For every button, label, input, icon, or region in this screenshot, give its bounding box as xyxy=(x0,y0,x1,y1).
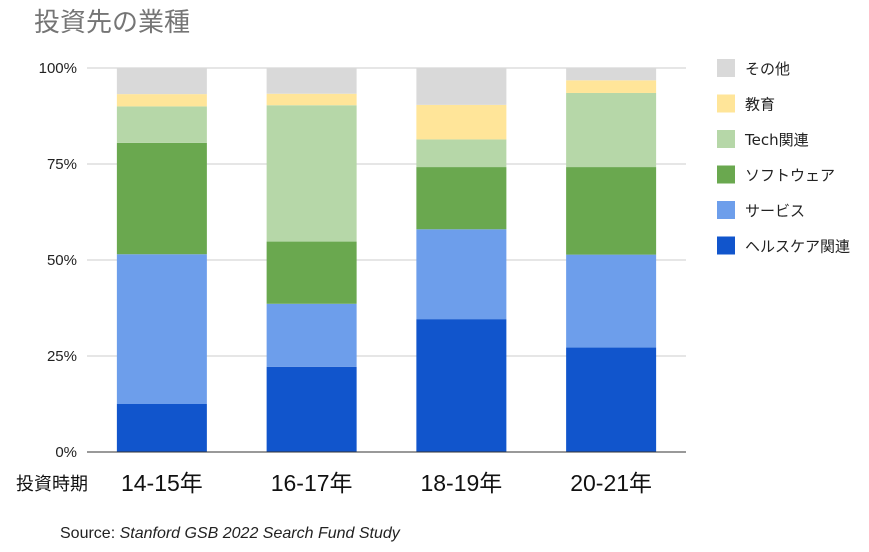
legend-swatch xyxy=(717,201,735,219)
bar-segment xyxy=(266,105,357,242)
bar-segment xyxy=(566,92,657,168)
bar-segment xyxy=(116,142,207,255)
bar-segment xyxy=(266,93,357,106)
y-tick-label: 75% xyxy=(47,156,77,173)
y-tick-label: 100% xyxy=(39,60,77,77)
legend-swatch xyxy=(717,165,735,184)
bar-segment xyxy=(566,254,657,348)
x-tick-label: 16-17年 xyxy=(271,470,353,496)
bars xyxy=(116,68,657,452)
x-tick-label: 14-15年 xyxy=(121,470,203,496)
bar-segment xyxy=(416,139,507,168)
legend-label: 教育 xyxy=(745,96,775,114)
y-tick-label: 0% xyxy=(55,444,77,461)
legend-label: Tech関連 xyxy=(744,131,809,149)
bar-segment xyxy=(566,167,657,255)
legend-label: ヘルスケア関連 xyxy=(745,238,850,256)
x-tick-label: 20-21年 xyxy=(570,470,652,496)
bar-segment xyxy=(116,94,207,107)
source-prefix: Source: xyxy=(60,525,120,542)
y-tick-label: 50% xyxy=(47,252,77,269)
bar-segment xyxy=(566,68,657,81)
legend-swatch xyxy=(717,94,735,113)
bar-segment xyxy=(416,229,507,320)
legend-label: その他 xyxy=(745,60,790,78)
legend-label: ソフトウェア xyxy=(745,167,835,185)
bar-segment xyxy=(416,167,507,230)
bar-segment xyxy=(116,254,207,404)
x-tick-label: 18-19年 xyxy=(420,470,502,496)
bar-segment xyxy=(116,404,207,452)
bar-segment xyxy=(116,68,207,95)
legend-swatch xyxy=(717,59,735,77)
legend-swatch xyxy=(717,236,735,255)
legend-swatch xyxy=(717,130,735,148)
chart-title: 投資先の業種 xyxy=(34,8,190,38)
bar-segment xyxy=(266,303,357,367)
y-tick-label: 25% xyxy=(47,348,77,365)
bar-segment xyxy=(416,104,507,140)
bar-segment xyxy=(416,319,507,452)
legend-label: サービス xyxy=(745,202,805,220)
axes: 0% 25% 50% 75% 100% 14-15年 16-17年 18-19年 20-21年 xyxy=(39,60,686,496)
source-title: Stanford GSB 2022 Search Fund Study xyxy=(119,525,400,542)
bar-segment xyxy=(566,80,657,93)
bar-segment xyxy=(266,241,357,304)
x-axis-label: 投資時期 xyxy=(16,474,88,495)
bar-segment xyxy=(116,106,207,143)
bar-segment xyxy=(566,347,657,452)
bar-segment xyxy=(266,366,357,452)
bar-segment xyxy=(266,68,357,94)
source-note: Source: Stanford GSB 2022 Search Fund St… xyxy=(60,525,400,543)
bar-segment xyxy=(416,68,507,105)
